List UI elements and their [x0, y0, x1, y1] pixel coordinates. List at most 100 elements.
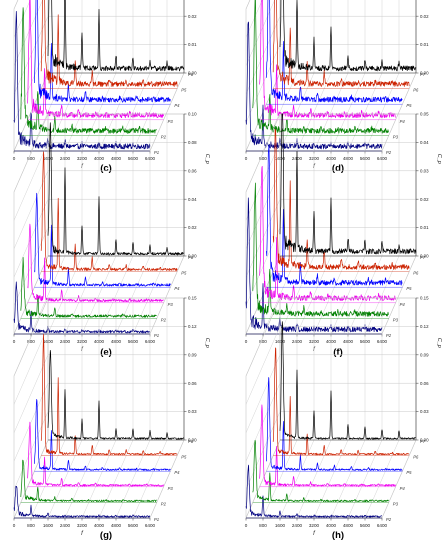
floor-gridline — [279, 439, 315, 519]
x-tick-label: 5600 — [360, 339, 371, 344]
x-tick-label: 0 — [245, 523, 248, 528]
spectrum-line-P2 — [245, 464, 383, 518]
x-tick-label: 3200 — [309, 339, 320, 344]
waterfall-panel: 08001600240032004000480056006400f0.000.0… — [245, 0, 429, 170]
floor-gridline — [30, 255, 66, 335]
z-tick-label: 0.06 — [188, 381, 197, 386]
floor-gridline — [64, 439, 100, 519]
x-tick-label: 800 — [259, 523, 267, 528]
floor-gridline — [98, 439, 134, 519]
series-label: P4 — [400, 486, 406, 491]
x-tick-label: 5600 — [360, 523, 371, 528]
series-label: P6 — [188, 439, 194, 444]
x-tick-label: 3200 — [77, 156, 88, 161]
series-label: P3 — [168, 119, 174, 124]
floor-gridline — [98, 255, 134, 335]
x-axis-label: f — [313, 531, 316, 537]
floor-gridline — [30, 72, 66, 152]
series-label: P6 — [188, 72, 194, 77]
spectrum-line-P3 — [252, 439, 389, 503]
z-tick-label: 0.02 — [420, 197, 429, 202]
z-tick-label: 0.12 — [188, 324, 197, 329]
x-tick-label: 800 — [259, 339, 267, 344]
series-label: P5 — [406, 470, 412, 475]
spectrum-line-P6 — [272, 347, 410, 456]
z-tick-label: 0.03 — [420, 409, 429, 414]
x-tick-label: 1600 — [43, 523, 54, 528]
floor-gridline — [30, 439, 66, 519]
z-tick-label: 0.06 — [188, 168, 197, 173]
floor-gridline — [330, 439, 366, 519]
series-label: P3 — [168, 302, 174, 307]
x-tick-label: 3200 — [309, 523, 320, 528]
spectrum-line-P2 — [20, 459, 157, 503]
x-tick-label: 3200 — [77, 339, 88, 344]
side-gridline — [245, 227, 281, 306]
z-tick-label: 0.00 — [420, 254, 429, 259]
side-gridline — [245, 113, 281, 193]
x-tick-label: 4000 — [94, 156, 105, 161]
side-gridline — [13, 0, 19, 10]
x-tick-label: 0 — [13, 339, 16, 344]
x-tick-label: 5600 — [128, 156, 139, 161]
spectrum-line-P5 — [40, 151, 178, 271]
x-tick-label: 5600 — [128, 523, 139, 528]
floor-gridline — [81, 439, 117, 519]
z-tick-label: 0.09 — [420, 352, 429, 357]
floor-gridline — [381, 255, 417, 335]
series-label: P4 — [174, 103, 180, 108]
waterfall-panel: 08001600240032004000480056006400f0.000.0… — [13, 0, 197, 170]
x-tick-label: 5600 — [360, 156, 371, 161]
series-label: P1 — [154, 517, 159, 522]
floor-gridline — [364, 72, 400, 152]
spectrum-line-P5 — [266, 144, 403, 286]
waterfall-panel: 08001600240032004000480056006400f0.000.0… — [13, 112, 210, 353]
spectrum-line-P5 — [40, 0, 178, 87]
panel-label-f: (f) — [333, 347, 343, 358]
z-tick-label: 0.08 — [188, 140, 197, 145]
panel-label-e: (e) — [100, 347, 112, 358]
z-tick-label: 0.03 — [420, 168, 429, 173]
x-tick-label: 4800 — [343, 156, 354, 161]
series-label: P3 — [393, 134, 399, 139]
x-tick-label: 4800 — [343, 339, 354, 344]
spectrum-line-P4 — [34, 399, 171, 471]
series-label: P3 — [393, 317, 399, 322]
floor-gridline — [381, 439, 417, 519]
z-axis-label: C_p — [204, 338, 210, 348]
spectrum-line-P5 — [266, 0, 403, 103]
x-tick-label: 6400 — [145, 156, 156, 161]
floor-gridline — [115, 439, 151, 519]
series-label: P2 — [161, 501, 167, 506]
x-tick-label: 0 — [245, 156, 248, 161]
series-label: P7 — [420, 255, 426, 260]
z-axis-label: C_p — [436, 154, 442, 164]
side-gridline — [245, 354, 281, 433]
spectrum-line-P7 — [279, 0, 417, 72]
x-tick-label: 800 — [259, 156, 267, 161]
series-label: P1 — [154, 333, 159, 338]
z-tick-label: 0.00 — [188, 438, 197, 443]
side-gridline — [245, 44, 281, 123]
series-label: P7 — [420, 439, 426, 444]
series-label: P6 — [413, 455, 419, 460]
z-tick-label: 0.02 — [420, 14, 429, 19]
series-label: P5 — [406, 103, 412, 108]
series-label: P5 — [406, 286, 412, 291]
z-tick-label: 0.09 — [188, 352, 197, 357]
floor-gridline — [313, 255, 349, 335]
floor-gridline — [149, 439, 185, 519]
spectrum-line-P3 — [252, 0, 389, 134]
z-tick-label: 0.05 — [420, 112, 429, 117]
series-label: P4 — [400, 302, 406, 307]
floor-gridline — [132, 439, 168, 519]
x-tick-label: 3200 — [309, 156, 320, 161]
side-gridline — [13, 44, 49, 123]
waterfall-panel: 08001600240032004000480056006400f0.000.0… — [245, 112, 442, 353]
x-tick-label: 800 — [27, 339, 35, 344]
spectrum-line-P3 — [252, 182, 389, 317]
z-tick-label: 0.00 — [420, 438, 429, 443]
series-label: P6 — [188, 255, 194, 260]
x-tick-label: 6400 — [145, 339, 156, 344]
series-label: P2 — [386, 517, 392, 522]
